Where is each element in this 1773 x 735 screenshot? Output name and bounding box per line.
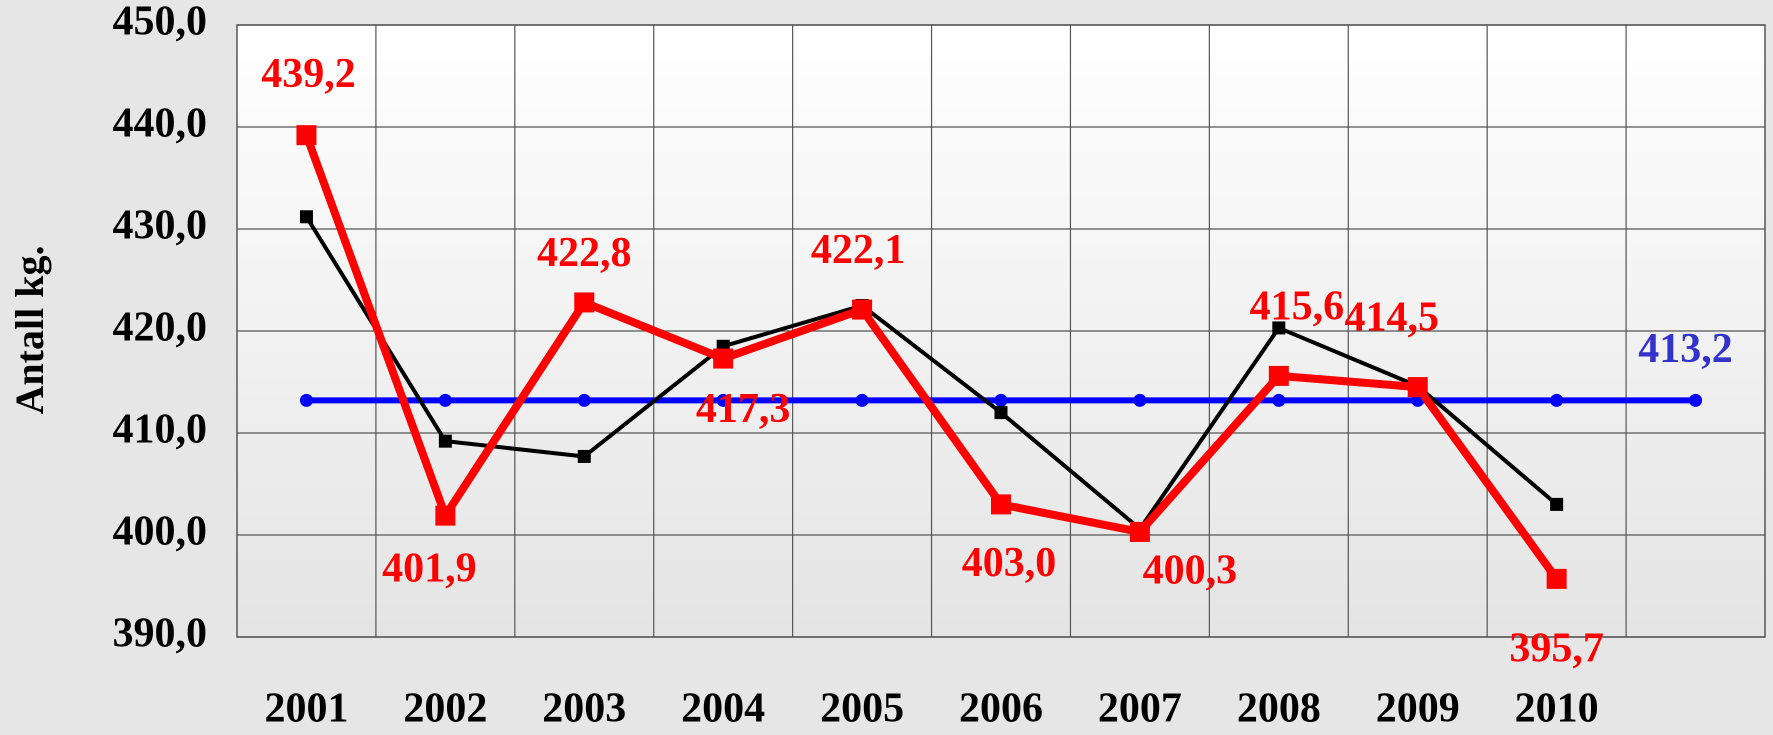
data-label: 422,1 <box>811 227 906 273</box>
marker <box>1689 393 1703 407</box>
data-label: 403,0 <box>962 540 1057 586</box>
marker <box>1546 568 1567 589</box>
x-tick-label: 2005 <box>820 686 904 732</box>
y-tick-label: 410,0 <box>113 407 208 453</box>
plot-border <box>236 24 1766 638</box>
data-label: 439,2 <box>261 51 356 97</box>
marker <box>577 393 591 407</box>
data-label: 415,6 <box>1250 284 1345 330</box>
y-tick-label: 450,0 <box>113 0 208 45</box>
series-line <box>304 215 1558 531</box>
x-tick-label: 2006 <box>959 686 1043 732</box>
data-label: 414,5 <box>1344 295 1439 341</box>
x-tick-label: 2003 <box>542 686 626 732</box>
marker <box>1133 393 1147 407</box>
x-tick-label: 2001 <box>264 686 348 732</box>
marker <box>435 505 456 526</box>
data-label: 400,3 <box>1143 548 1238 594</box>
x-tick-label: 2010 <box>1515 686 1599 732</box>
marker <box>1550 497 1564 511</box>
data-label: 417,3 <box>696 386 791 432</box>
marker <box>994 393 1008 407</box>
x-tick-label: 2002 <box>403 686 487 732</box>
y-tick-label: 420,0 <box>113 305 208 351</box>
marker <box>991 494 1011 515</box>
marker <box>994 406 1008 420</box>
marker <box>1550 393 1564 407</box>
y-tick-label: 400,0 <box>113 509 208 555</box>
marker <box>1268 365 1289 386</box>
marker <box>299 210 313 224</box>
y-tick-label: 440,0 <box>113 101 208 147</box>
marker <box>296 125 317 146</box>
data-label: 401,9 <box>382 545 477 591</box>
series-line <box>302 133 1560 582</box>
marker <box>438 434 452 448</box>
data-label: 395,7 <box>1509 626 1604 672</box>
marker <box>299 393 313 407</box>
y-tick-label: 430,0 <box>113 203 208 249</box>
marker <box>574 292 595 313</box>
marker <box>1129 521 1150 542</box>
x-tick-label: 2004 <box>681 686 765 732</box>
marker <box>1272 393 1286 407</box>
x-tick-label: 2009 <box>1376 686 1460 732</box>
x-tick-label: 2008 <box>1237 686 1321 732</box>
marker <box>713 348 734 369</box>
data-label: 422,8 <box>537 230 632 276</box>
data-label: 413,2 <box>1638 326 1733 372</box>
marker <box>438 393 452 407</box>
marker <box>1272 321 1286 335</box>
marker <box>855 393 869 407</box>
marker <box>852 299 873 320</box>
y-axis-label: Antall kg. <box>7 246 52 415</box>
marker <box>716 393 730 407</box>
y-tick-label: 390,0 <box>113 611 208 657</box>
marker <box>1407 377 1428 398</box>
x-tick-label: 2007 <box>1098 686 1182 732</box>
marker <box>577 449 591 463</box>
